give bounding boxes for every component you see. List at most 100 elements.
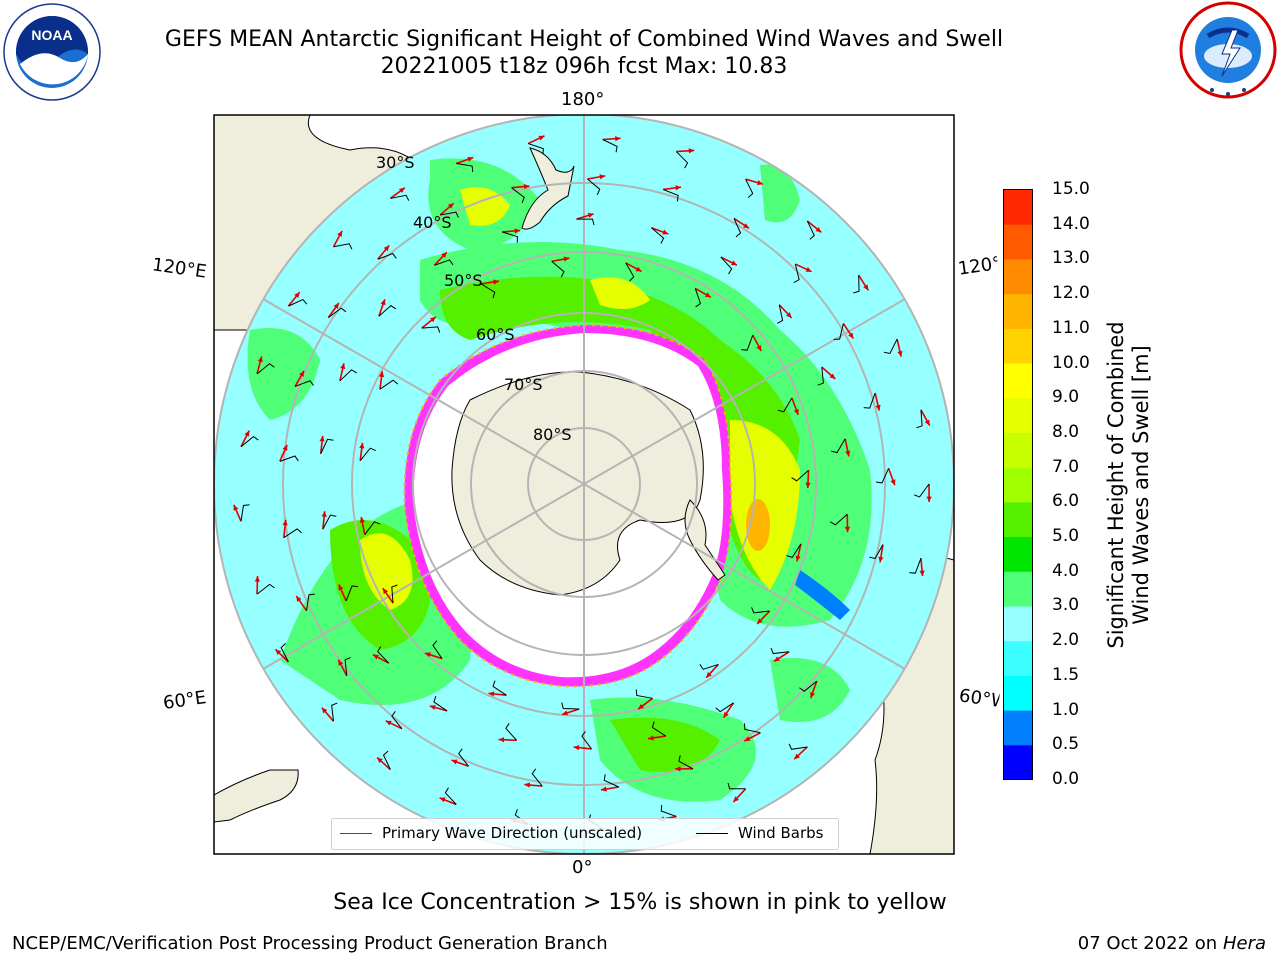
wave-direction-arrowhead (730, 260, 737, 266)
wind-barb (720, 256, 733, 275)
wave-direction-arrowhead (744, 736, 751, 741)
lon-label-180: 180° (561, 89, 605, 110)
colorbar-cell (1003, 467, 1033, 503)
wind-barb (791, 469, 809, 482)
colorbar-cell (1003, 536, 1033, 572)
wind-barb (876, 468, 890, 484)
wind-barb (480, 283, 496, 299)
colorbar-cell (1003, 397, 1033, 433)
wind-barb (699, 663, 719, 670)
wind-barb (625, 262, 635, 282)
wave-direction-arrowhead (333, 302, 339, 309)
wind-barb (382, 750, 391, 770)
wave-direction-arrowhead (319, 435, 325, 442)
wind-barb (433, 696, 448, 712)
wind-barb (786, 543, 802, 558)
legend-barb-line (696, 833, 728, 834)
wind-barb (511, 187, 525, 204)
colorbar-cell (1003, 258, 1033, 295)
wind-barb (505, 723, 517, 741)
wind-barb (531, 768, 543, 787)
wind-barb (831, 438, 846, 454)
wind-barb (777, 304, 784, 324)
wind-barb (391, 711, 403, 729)
wave-direction-arrowhead (919, 570, 925, 577)
wave-direction-arrowhead (863, 284, 869, 291)
colorbar-tick-label: 7.0 (1052, 456, 1080, 477)
wind-barb (817, 367, 824, 386)
wave-direction-arrowhead (786, 312, 792, 318)
wave-direction-arrowhead (538, 135, 545, 141)
colorbar-tick-label: 12.0 (1052, 283, 1090, 304)
wind-barb (576, 218, 595, 226)
wave-direction-arrowhead (244, 430, 250, 437)
wave-direction-arrowhead (359, 516, 365, 523)
wave-direction-arrowhead (875, 404, 881, 411)
wave-direction-arrowhead (805, 482, 811, 489)
colorbar-cell (1003, 744, 1033, 780)
wind-barb (743, 723, 761, 734)
legend-wave-label: Primary Wave Direction (unscaled) (382, 824, 643, 842)
wave-direction-arrowhead (926, 496, 932, 502)
lat-label-50s: 50°S (444, 271, 483, 290)
wave-direction-arrowhead (338, 584, 344, 591)
wave-direction-arrowhead (294, 292, 300, 298)
wave-direction-arrowhead (635, 266, 642, 272)
colorbar-tick-label: 2.0 (1052, 630, 1080, 651)
graticule (214, 115, 954, 854)
lon-label-0: 0° (572, 857, 593, 878)
wave-direction-arrowhead (587, 212, 594, 218)
colorbar-cell (1003, 189, 1033, 225)
wind-barb (602, 139, 618, 153)
wave-direction-arrowhead (562, 710, 569, 716)
wind-barb (651, 227, 665, 244)
wave-direction-arrowhead (844, 526, 851, 533)
wave-direction-arrowhead (524, 782, 530, 788)
wave-direction-arrowhead (439, 797, 446, 803)
colorbar-tick-label: 3.0 (1052, 595, 1080, 616)
wind-barb (788, 743, 808, 750)
wind-barb (456, 163, 474, 173)
wind-barb (288, 298, 308, 307)
wave-direction-arrowhead (878, 556, 884, 563)
colorbar-cell (1003, 640, 1033, 676)
colorbar-tick-label: 15.0 (1052, 179, 1090, 199)
wind-barb (694, 288, 702, 308)
colorbar-tick-label: 1.0 (1052, 699, 1080, 720)
colorbar-cell (1003, 328, 1033, 364)
wind-barb (581, 731, 592, 750)
wind-barb (364, 521, 381, 535)
wind-barb (379, 379, 399, 390)
wave-direction-arrowhead (254, 576, 260, 582)
colorbar-tick-label: 1.5 (1052, 664, 1080, 685)
wind-barb (745, 178, 754, 198)
footer-machine: Hera (1222, 933, 1266, 954)
wind-barb (390, 194, 410, 201)
wave-direction-arrowhead (563, 256, 570, 262)
colorbar-tick-label: 13.0 (1052, 248, 1090, 269)
wave-direction-arrowhead (756, 180, 763, 186)
wind-barb (333, 243, 353, 250)
wave-direction-arrowhead (383, 245, 390, 252)
colorbar-cell (1003, 224, 1033, 260)
wave-direction-arrowhead (523, 183, 530, 190)
wave-direction-arrowhead (815, 226, 822, 233)
wave-direction-arrowhead (257, 356, 263, 363)
footer-date-text: 07 Oct 2022 on (1077, 933, 1218, 954)
wind-barb (377, 252, 397, 260)
wind-barb (678, 755, 694, 770)
colorbar-tick-label: 9.0 (1052, 387, 1080, 408)
wave-direction-arrowhead (382, 588, 389, 595)
wind-barb (883, 338, 898, 355)
chart-subtitle: 20221005 t18z 096h fcst Max: 10.83 (380, 54, 788, 79)
wave-direction-arrowhead (706, 671, 712, 678)
colorbar-tick-label: 10.0 (1052, 352, 1090, 373)
wave-direction-arrowhead (675, 185, 682, 191)
colorbar-title: Significant Height of Combined Wind Wave… (1104, 305, 1154, 665)
wave-direction-arrowhead (441, 252, 447, 258)
wind-barb (440, 211, 459, 218)
wind-barb (863, 392, 876, 409)
wind-barb (256, 363, 275, 375)
wave-direction-arrowhead (340, 363, 346, 370)
